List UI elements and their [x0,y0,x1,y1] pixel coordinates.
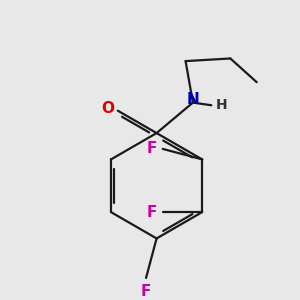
Text: F: F [147,205,157,220]
Text: F: F [141,284,151,298]
Text: F: F [147,141,157,156]
Text: H: H [216,98,228,112]
Text: N: N [187,92,199,107]
Text: O: O [101,100,114,116]
